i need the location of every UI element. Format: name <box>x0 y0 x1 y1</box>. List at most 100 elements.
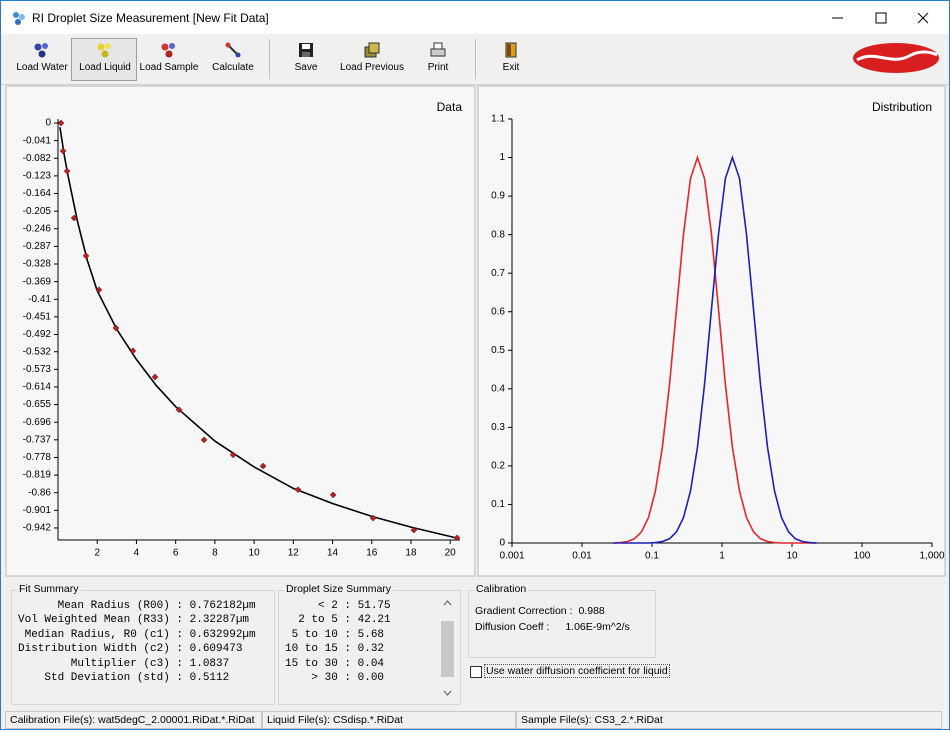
calibration-group: Calibration Gradient Correction : 0.988 Di… <box>468 583 656 658</box>
x-tick-label: 6 <box>173 548 179 559</box>
x-tick-label: 0.01 <box>572 551 592 562</box>
data-point <box>200 436 208 444</box>
toolbar-button[interactable]: Calculate <box>201 37 265 79</box>
toolbar-button[interactable]: Save <box>274 37 338 79</box>
button-label: Save <box>294 62 318 73</box>
button-label: Exit <box>502 62 520 73</box>
x-tick-label: 0.1 <box>645 551 659 562</box>
data-point <box>453 534 461 542</box>
y-tick-label: -0.328 <box>23 259 52 270</box>
calibration-label: Gradient Correction : <box>475 605 573 617</box>
button-label: Calculate <box>212 62 254 73</box>
group-title: Droplet Size Summary <box>284 583 394 595</box>
button-label: Print <box>427 62 449 73</box>
chart-title: Data <box>437 100 463 114</box>
toolbar-button[interactable]: Load Previous <box>340 37 404 79</box>
data-point <box>175 406 183 414</box>
status-field: Calibration File(s): wat5degC_2.00001.Ri… <box>5 711 262 729</box>
checkbox-label[interactable]: Use water diffusion coefficient for liqu… <box>484 664 670 678</box>
scroll-thumb[interactable] <box>441 621 454 677</box>
y-tick-label: -0.901 <box>23 505 52 516</box>
fit-summary-row: Std Deviation (std) : 0.5112 <box>18 672 230 685</box>
droplet-summary-row: 10 to 15 : 0.32 <box>285 643 385 656</box>
calibration-value: 0.988 <box>578 605 605 617</box>
y-tick-label: 0 <box>499 538 505 549</box>
y-tick-label: -0.492 <box>23 329 52 340</box>
scrollbar[interactable] <box>439 595 456 701</box>
x-tick-label: 100 <box>854 551 871 562</box>
toolbar-button[interactable]: Load Sample <box>137 37 201 79</box>
x-tick-label: 16 <box>366 548 378 559</box>
scroll-down[interactable] <box>443 690 452 696</box>
fit-summary-rows: Mean Radius (R00) : 0.762182µm Vol Weight… <box>18 599 256 685</box>
maximize-button[interactable] <box>875 12 887 24</box>
window-controls <box>832 12 929 24</box>
data-point <box>57 119 65 127</box>
data-point <box>63 167 71 175</box>
data-point <box>112 324 120 332</box>
y-tick-label: 1.1 <box>491 114 505 125</box>
scroll-up[interactable] <box>443 600 452 606</box>
calibration-rows: Gradient Correction : 0.988 Diffusion Coef… <box>475 603 630 635</box>
checkbox[interactable] <box>470 666 482 678</box>
y-tick-label: -0.41 <box>28 294 51 305</box>
fit-summary-row: Multiplier (c3) : 1.0837 <box>18 657 230 670</box>
data-point <box>329 491 337 499</box>
y-tick-label: 0.7 <box>491 268 505 279</box>
data-point <box>70 214 78 222</box>
close-button[interactable] <box>917 12 929 24</box>
x-tick-label: 20 <box>445 548 457 559</box>
y-tick-label: -0.205 <box>23 206 52 217</box>
distribution-curve <box>613 154 817 544</box>
calibration-label: Diffusion Coeff : <box>475 621 550 633</box>
x-tick-label: 12 <box>288 548 300 559</box>
y-tick-label: -0.287 <box>23 241 52 252</box>
y-tick-label: -0.86 <box>28 487 51 498</box>
calibration-value: 1.06E-9m^2/s <box>565 621 630 633</box>
button-label: Load Liquid <box>79 62 131 73</box>
fit-summary-row: Distribution Width (c2) : 0.609473 <box>18 643 243 656</box>
droplet-summary-row: 15 to 30 : 0.04 <box>285 657 385 670</box>
toolbar-button[interactable]: Load Water <box>10 37 74 79</box>
toolbar <box>1 34 949 85</box>
calibration-row: Gradient Correction : 0.988 <box>475 603 630 619</box>
group-title: Calibration <box>474 583 529 595</box>
toolbar-button[interactable]: Load Liquid <box>73 37 137 79</box>
y-tick-label: 1 <box>499 152 505 163</box>
toolbar-button[interactable]: Print <box>406 37 470 79</box>
droplet-summary-row: 2 to 5 : 42.21 <box>285 614 391 627</box>
y-tick-label: -0.123 <box>23 171 52 182</box>
fit-line <box>59 127 457 539</box>
status-field: Sample File(s): CS3_2.*.RiDat <box>516 711 942 729</box>
pressed-button-frame <box>71 38 137 81</box>
y-tick-label: 0.2 <box>491 461 505 472</box>
x-tick-label: 1 <box>719 551 725 562</box>
y-tick-label: -0.246 <box>23 223 52 234</box>
y-tick-label: 0.1 <box>491 499 505 510</box>
y-tick-label: -0.573 <box>23 364 52 375</box>
data-point <box>294 486 302 494</box>
droplet-summary-row: > 30 : 0.00 <box>285 672 385 685</box>
droplet-summary-rows: < 2 : 51.75 2 to 5 : 42.21 5 to 10 : 5.6… <box>285 599 391 685</box>
y-tick-label: -0.737 <box>23 434 52 445</box>
y-tick-label: 0.4 <box>491 383 505 394</box>
data-point <box>369 514 377 522</box>
y-tick-label: 0.9 <box>491 191 505 202</box>
y-tick-label: -0.655 <box>23 399 52 410</box>
fit-summary-group: Fit Summary Mean Radius (R00) : 0.762182… <box>11 583 275 705</box>
droplet-summary-row: < 2 : 51.75 <box>285 600 391 612</box>
toolbar-button[interactable]: Exit <box>479 37 543 79</box>
x-tick-label: 8 <box>212 548 218 559</box>
toolbar-separator <box>475 39 476 79</box>
data-point <box>95 286 103 294</box>
y-tick-label: 0.3 <box>491 422 505 433</box>
button-label: Load Sample <box>139 62 199 73</box>
chart-panel <box>477 85 946 577</box>
x-tick-label: 10 <box>249 548 261 559</box>
title-bar: RI Droplet Size Measurement [New Fit Dat… <box>1 1 949 34</box>
x-tick-label: 14 <box>327 548 339 559</box>
y-tick-label: -0.942 <box>23 523 52 534</box>
x-tick-label: 0.001 <box>499 551 524 562</box>
